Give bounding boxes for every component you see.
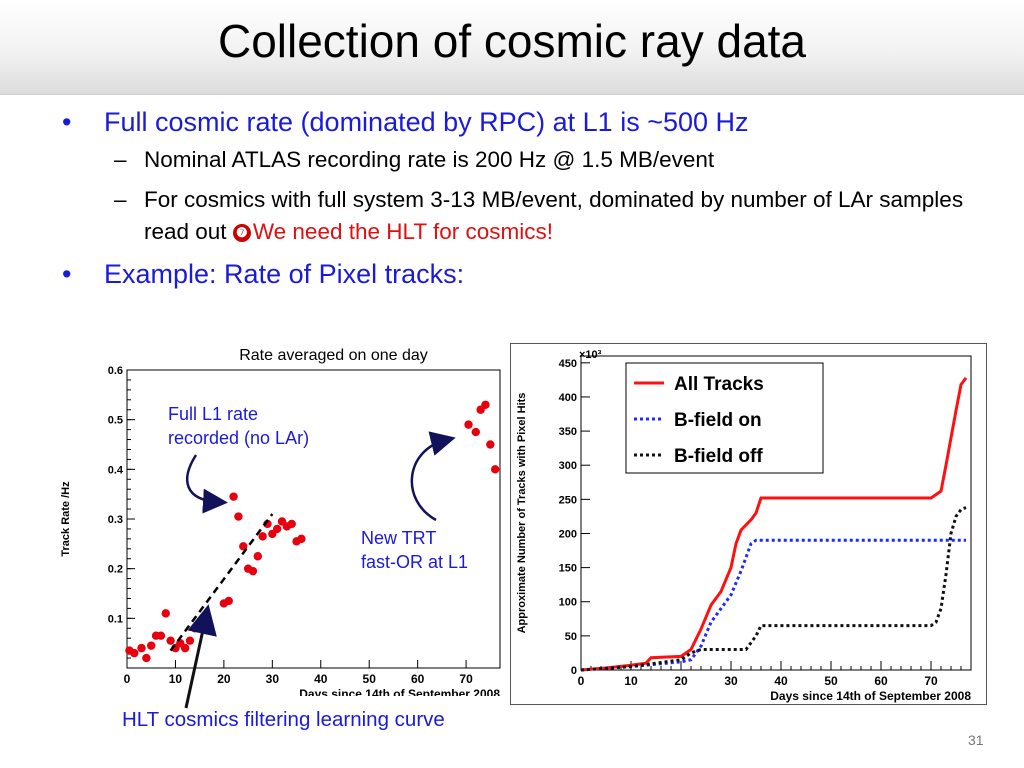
x-tick-label: 30	[266, 672, 280, 686]
data-point	[464, 420, 473, 429]
arrow-full-l1	[186, 454, 228, 514]
data-point	[287, 519, 296, 529]
chart-title: Rate averaged on one day	[239, 347, 428, 364]
x-tick-label: 60	[874, 674, 888, 688]
subbullet-dash: –	[114, 187, 127, 212]
data-point	[481, 400, 490, 409]
series-line-2	[580, 506, 967, 672]
data-point	[180, 643, 190, 653]
y-tick-label: 450	[559, 358, 577, 370]
y-tick-label: 400	[559, 392, 577, 404]
y-tick-label: 50	[565, 631, 577, 643]
x-tick-label: 40	[774, 674, 788, 688]
data-point	[471, 427, 480, 437]
annotation-line: Full L1 rate	[168, 404, 259, 424]
x-tick-label: 70	[459, 672, 473, 686]
y-tick-label: 0.2	[108, 564, 123, 576]
page-number: 31	[968, 732, 984, 748]
subbullet-text: Nominal ATLAS recording rate is 200 Hz @…	[144, 147, 715, 172]
pixel-tracks-chart: ×10³ 0 10 20 30 40 50 60 70 0 50 100 150 200 250 300 350…	[510, 343, 987, 705]
annotation-new-trt: New TRT fast-OR at L1	[361, 526, 468, 574]
data-point	[253, 552, 262, 561]
data-point	[486, 440, 495, 449]
arrow-new-trt	[410, 431, 456, 522]
bullet-dot: •	[62, 107, 72, 137]
bullet-text: Full cosmic rate (dominated by RPC) at L…	[104, 107, 749, 137]
subbullet-text: For cosmics with full system 3-13 MB/eve…	[144, 187, 964, 244]
x-tick-label: 10	[169, 672, 183, 686]
y-tick-label: 250	[559, 494, 577, 506]
x-tick-label: 60	[411, 672, 425, 686]
data-point	[156, 631, 166, 640]
annotation-full-l1: Full L1 rate recorded (no LAr)	[168, 402, 309, 450]
x-tick-label: 30	[724, 674, 738, 688]
subbullet-dash: –	[114, 147, 127, 172]
legend-label: B-field off	[674, 446, 763, 467]
data-point	[234, 512, 243, 521]
data-point	[137, 643, 146, 653]
y-axis-label: Approximate Number of Tracks with Pixel …	[516, 393, 528, 634]
subbullet-recording-rate: – Nominal ATLAS recording rate is 200 Hz…	[62, 144, 1002, 176]
bullet-dot: •	[62, 259, 72, 289]
annotation-line: recorded (no LAr)	[168, 428, 310, 448]
subbullet-lar-samples: – For cosmics with full system 3-13 MB/e…	[62, 184, 1002, 248]
x-tick-label: 0	[124, 672, 131, 686]
slide-title: Collection of cosmic ray data	[217, 15, 807, 67]
x-tick-label: 40	[314, 672, 328, 686]
series-line-1	[580, 538, 966, 672]
x-tick-label: 50	[363, 672, 377, 686]
hlt-needed-text: We need the HLT for cosmics!	[252, 219, 553, 244]
y-tick-label: 350	[559, 426, 577, 438]
y-tick-label: 0.3	[108, 514, 123, 526]
x-tick-label: 50	[824, 674, 838, 688]
data-point	[229, 492, 238, 501]
data-point	[490, 465, 500, 474]
number-seven-icon: ❼	[232, 224, 251, 242]
data-point	[166, 636, 175, 645]
x-tick-label: 0	[578, 674, 585, 688]
y-tick-label: 150	[559, 563, 577, 575]
title-band: Collection of cosmic ray data	[0, 0, 1024, 95]
bullet-list: • Full cosmic rate (dominated by RPC) at…	[62, 104, 1002, 296]
data-point	[297, 534, 306, 544]
bullet-text: Example: Rate of Pixel tracks:	[104, 259, 465, 289]
y-tick-label: 0.1	[108, 613, 123, 625]
series-line-0	[580, 376, 968, 672]
y-tick-label: 0.6	[108, 365, 123, 377]
bullet-cosmic-rate: • Full cosmic rate (dominated by RPC) at…	[62, 104, 1002, 140]
x-tick-label: 70	[924, 674, 938, 688]
data-point	[147, 641, 156, 650]
data-point	[142, 653, 151, 663]
y-tick-label: 0.4	[108, 464, 124, 476]
annotation-line: New TRT	[361, 528, 437, 548]
x-tick-label: 10	[624, 674, 638, 688]
data-point	[272, 524, 282, 534]
data-point	[185, 636, 195, 645]
data-point	[224, 596, 233, 606]
x-tick-label: 20	[217, 672, 231, 686]
legend-label: All Tracks	[674, 374, 764, 395]
y-tick-label: 100	[559, 597, 577, 609]
y-axis-label: Track Rate /Hz	[60, 481, 72, 557]
y-tick-label: 300	[559, 460, 577, 472]
bullet-pixel-tracks: • Example: Rate of Pixel tracks:	[62, 256, 1002, 292]
y-tick-label: 200	[559, 528, 577, 540]
data-point	[258, 532, 267, 541]
arrow-hlt-curve	[184, 604, 217, 709]
pixel-tracks-svg: ×10³ 0 10 20 30 40 50 60 70 0 50 100 150 200 250 300 350…	[516, 349, 972, 703]
data-point	[130, 648, 139, 658]
annotation-line: fast-OR at L1	[361, 552, 469, 572]
legend-label: B-field on	[674, 410, 762, 431]
annotation-hlt-curve: HLT cosmics filtering learning curve	[122, 708, 445, 731]
x-axis-label: Days since 14th of September 2008	[770, 689, 971, 703]
y-multiplier-label: ×10³	[579, 349, 602, 361]
data-point	[161, 609, 170, 618]
data-point	[248, 566, 258, 576]
y-tick-label: 0.5	[108, 415, 123, 427]
y-tick-label: 0	[571, 665, 577, 677]
x-tick-label: 20	[674, 674, 688, 688]
